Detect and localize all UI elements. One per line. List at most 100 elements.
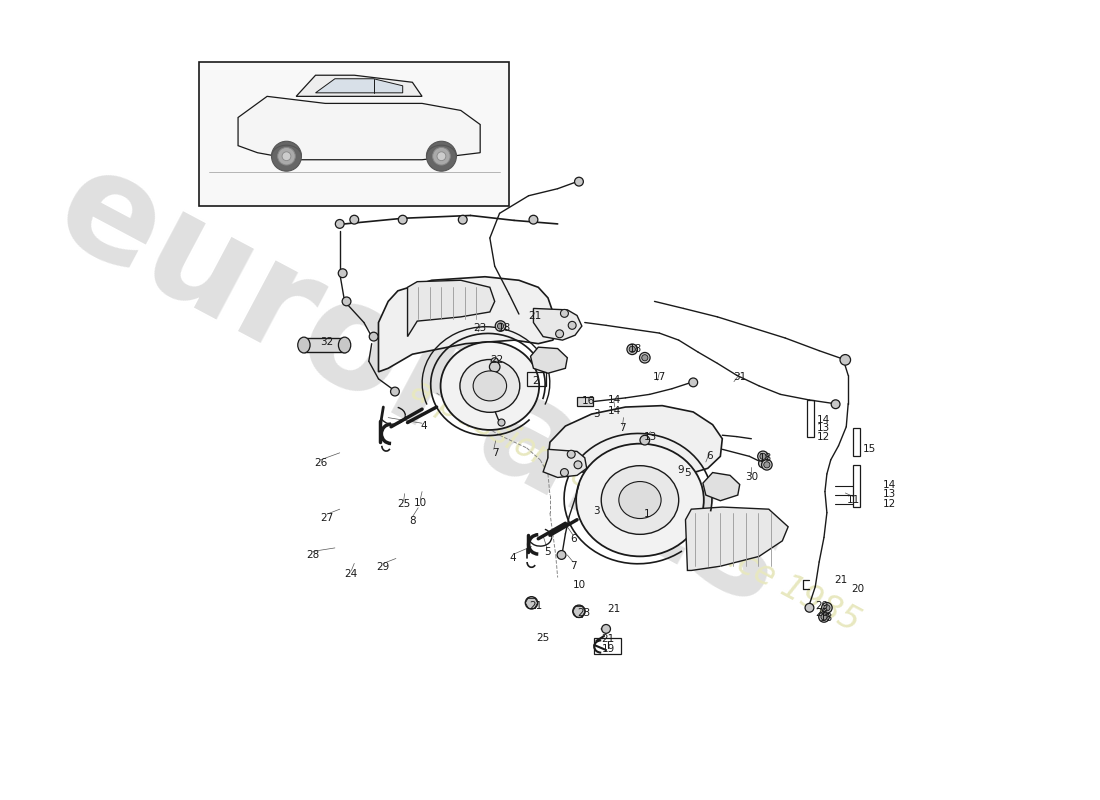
Text: 13: 13 bbox=[816, 423, 829, 433]
Circle shape bbox=[490, 362, 500, 372]
Circle shape bbox=[822, 602, 833, 613]
Circle shape bbox=[561, 310, 569, 318]
Ellipse shape bbox=[619, 482, 661, 518]
Circle shape bbox=[495, 321, 506, 331]
Text: 5: 5 bbox=[543, 547, 550, 557]
Polygon shape bbox=[316, 78, 403, 93]
Circle shape bbox=[763, 462, 770, 468]
Circle shape bbox=[759, 459, 768, 468]
Text: 21: 21 bbox=[607, 604, 620, 614]
Text: 14: 14 bbox=[608, 406, 622, 415]
Ellipse shape bbox=[441, 342, 539, 430]
Polygon shape bbox=[530, 347, 568, 374]
Bar bbox=[527, 372, 546, 386]
Text: 5: 5 bbox=[684, 467, 691, 478]
Text: 19: 19 bbox=[602, 644, 615, 654]
Text: 4: 4 bbox=[420, 421, 427, 431]
Polygon shape bbox=[543, 450, 586, 478]
Polygon shape bbox=[407, 280, 495, 337]
Circle shape bbox=[569, 322, 576, 330]
Text: 8: 8 bbox=[409, 516, 416, 526]
Text: 9: 9 bbox=[678, 466, 684, 475]
Circle shape bbox=[568, 450, 575, 458]
Text: 7: 7 bbox=[619, 423, 626, 433]
Bar bbox=[852, 428, 860, 456]
Circle shape bbox=[627, 344, 638, 354]
Circle shape bbox=[398, 215, 407, 224]
Text: 25: 25 bbox=[537, 633, 550, 643]
Polygon shape bbox=[534, 309, 582, 340]
Text: euroParts: euroParts bbox=[34, 134, 811, 637]
Circle shape bbox=[529, 215, 538, 224]
Text: 21: 21 bbox=[834, 575, 847, 586]
Text: 3: 3 bbox=[593, 409, 600, 419]
Circle shape bbox=[761, 459, 772, 470]
Bar bbox=[199, 62, 509, 206]
Text: 10: 10 bbox=[572, 579, 585, 590]
Polygon shape bbox=[548, 406, 723, 479]
Circle shape bbox=[437, 152, 446, 161]
Text: 10: 10 bbox=[414, 498, 427, 508]
Circle shape bbox=[561, 469, 569, 477]
Circle shape bbox=[689, 378, 697, 386]
Text: 18: 18 bbox=[628, 344, 641, 354]
Circle shape bbox=[427, 142, 456, 171]
Text: 12: 12 bbox=[816, 432, 829, 442]
Polygon shape bbox=[296, 75, 422, 96]
Text: 15: 15 bbox=[862, 444, 876, 454]
Text: 1: 1 bbox=[644, 509, 650, 519]
Ellipse shape bbox=[473, 371, 507, 401]
Text: 31: 31 bbox=[733, 373, 747, 382]
Text: 3: 3 bbox=[593, 506, 600, 516]
Circle shape bbox=[573, 605, 585, 618]
Ellipse shape bbox=[339, 337, 351, 353]
Polygon shape bbox=[685, 507, 789, 570]
Polygon shape bbox=[378, 277, 558, 372]
Text: 2: 2 bbox=[532, 376, 539, 386]
Circle shape bbox=[641, 354, 648, 361]
Circle shape bbox=[350, 215, 359, 224]
Ellipse shape bbox=[298, 337, 310, 353]
Text: 6: 6 bbox=[570, 534, 576, 545]
Bar bbox=[594, 638, 620, 654]
Polygon shape bbox=[304, 338, 344, 352]
Circle shape bbox=[498, 419, 505, 426]
Circle shape bbox=[342, 297, 351, 306]
Text: 16: 16 bbox=[582, 397, 595, 406]
Circle shape bbox=[629, 346, 636, 352]
Circle shape bbox=[556, 330, 563, 338]
Ellipse shape bbox=[460, 359, 520, 412]
Text: 6: 6 bbox=[706, 451, 713, 462]
Circle shape bbox=[574, 461, 582, 469]
Circle shape bbox=[277, 147, 295, 165]
Text: 29: 29 bbox=[376, 562, 390, 572]
Circle shape bbox=[639, 353, 650, 363]
Text: 21: 21 bbox=[529, 602, 542, 611]
Circle shape bbox=[760, 454, 766, 459]
Circle shape bbox=[497, 323, 504, 329]
Circle shape bbox=[557, 550, 565, 559]
Circle shape bbox=[272, 142, 301, 171]
Text: 20: 20 bbox=[851, 584, 865, 594]
Text: 23: 23 bbox=[578, 609, 591, 618]
Text: 25: 25 bbox=[397, 499, 410, 510]
Text: 30: 30 bbox=[745, 473, 758, 482]
Text: 23: 23 bbox=[474, 323, 487, 333]
Bar bbox=[578, 397, 593, 406]
Text: 14: 14 bbox=[883, 479, 896, 490]
Circle shape bbox=[602, 625, 610, 634]
Circle shape bbox=[459, 215, 468, 224]
Text: 29: 29 bbox=[815, 601, 828, 610]
Text: 26: 26 bbox=[314, 458, 327, 468]
Circle shape bbox=[492, 358, 498, 365]
Text: 21: 21 bbox=[602, 634, 615, 645]
Text: 7: 7 bbox=[570, 562, 576, 571]
Circle shape bbox=[526, 597, 538, 609]
Text: 28: 28 bbox=[306, 550, 319, 560]
Circle shape bbox=[824, 605, 830, 611]
Text: 27: 27 bbox=[320, 513, 333, 522]
Ellipse shape bbox=[576, 444, 704, 556]
Circle shape bbox=[432, 147, 450, 165]
Polygon shape bbox=[238, 96, 481, 160]
Circle shape bbox=[282, 152, 290, 161]
